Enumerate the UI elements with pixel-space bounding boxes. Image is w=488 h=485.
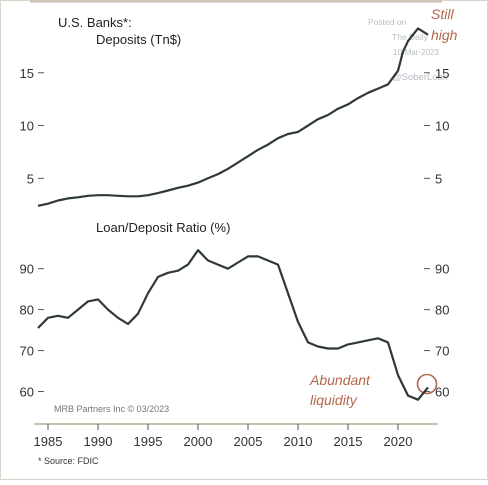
y-tick-label-right: 5 [435,171,442,186]
y-tick-label-left: 15 [20,66,34,81]
x-tick-label: 1990 [84,434,113,449]
y-tick-label-right: 10 [435,119,449,134]
x-tick-label: 2020 [384,434,413,449]
x-tick-label: 1985 [34,434,63,449]
y-tick-label-right: 90 [435,262,449,277]
credit-text: MRB Partners Inc © 03/2023 [54,404,169,414]
annotation-high: high [431,27,458,43]
y-tick-label-right: 70 [435,344,449,359]
y-tick-label-left: 10 [20,119,34,134]
source-note: * Source: FDIC [38,456,99,466]
deposits-series-line [37,27,429,207]
watermark-line1: Posted on [368,17,407,27]
x-tick-label: 2015 [334,434,363,449]
watermark-line4: @SoberLook [392,72,448,83]
watermark-line3: 10-Mar-2023 [393,48,439,57]
deposits-title-line1: U.S. Banks*: [58,15,132,30]
y-tick-label-left: 70 [20,344,34,359]
y-tick-label-right: 60 [435,385,449,400]
ratio-title: Loan/Deposit Ratio (%) [96,220,230,235]
y-tick-label-left: 80 [20,303,34,318]
x-tick-label: 2010 [284,434,313,449]
loan-deposit-ratio-line [37,249,429,401]
lines-layer [37,27,429,401]
x-tick-label: 1995 [134,434,163,449]
y-tick-label-right: 15 [435,66,449,81]
y-tick-label-left: 5 [27,171,34,186]
annotation-abundant: Abundant [309,372,371,388]
y-tick-label-left: 90 [20,262,34,277]
annotation-liquidity: liquidity [310,392,358,408]
annotation-circle [416,373,438,395]
x-tick-label: 2000 [184,434,213,449]
y-tick-label-left: 60 [20,385,34,400]
annotation-still: Still [431,6,454,22]
y-tick-label-right: 80 [435,303,449,318]
deposits-title-line2: Deposits (Tn$) [96,32,181,47]
x-tick-label: 2005 [234,434,263,449]
